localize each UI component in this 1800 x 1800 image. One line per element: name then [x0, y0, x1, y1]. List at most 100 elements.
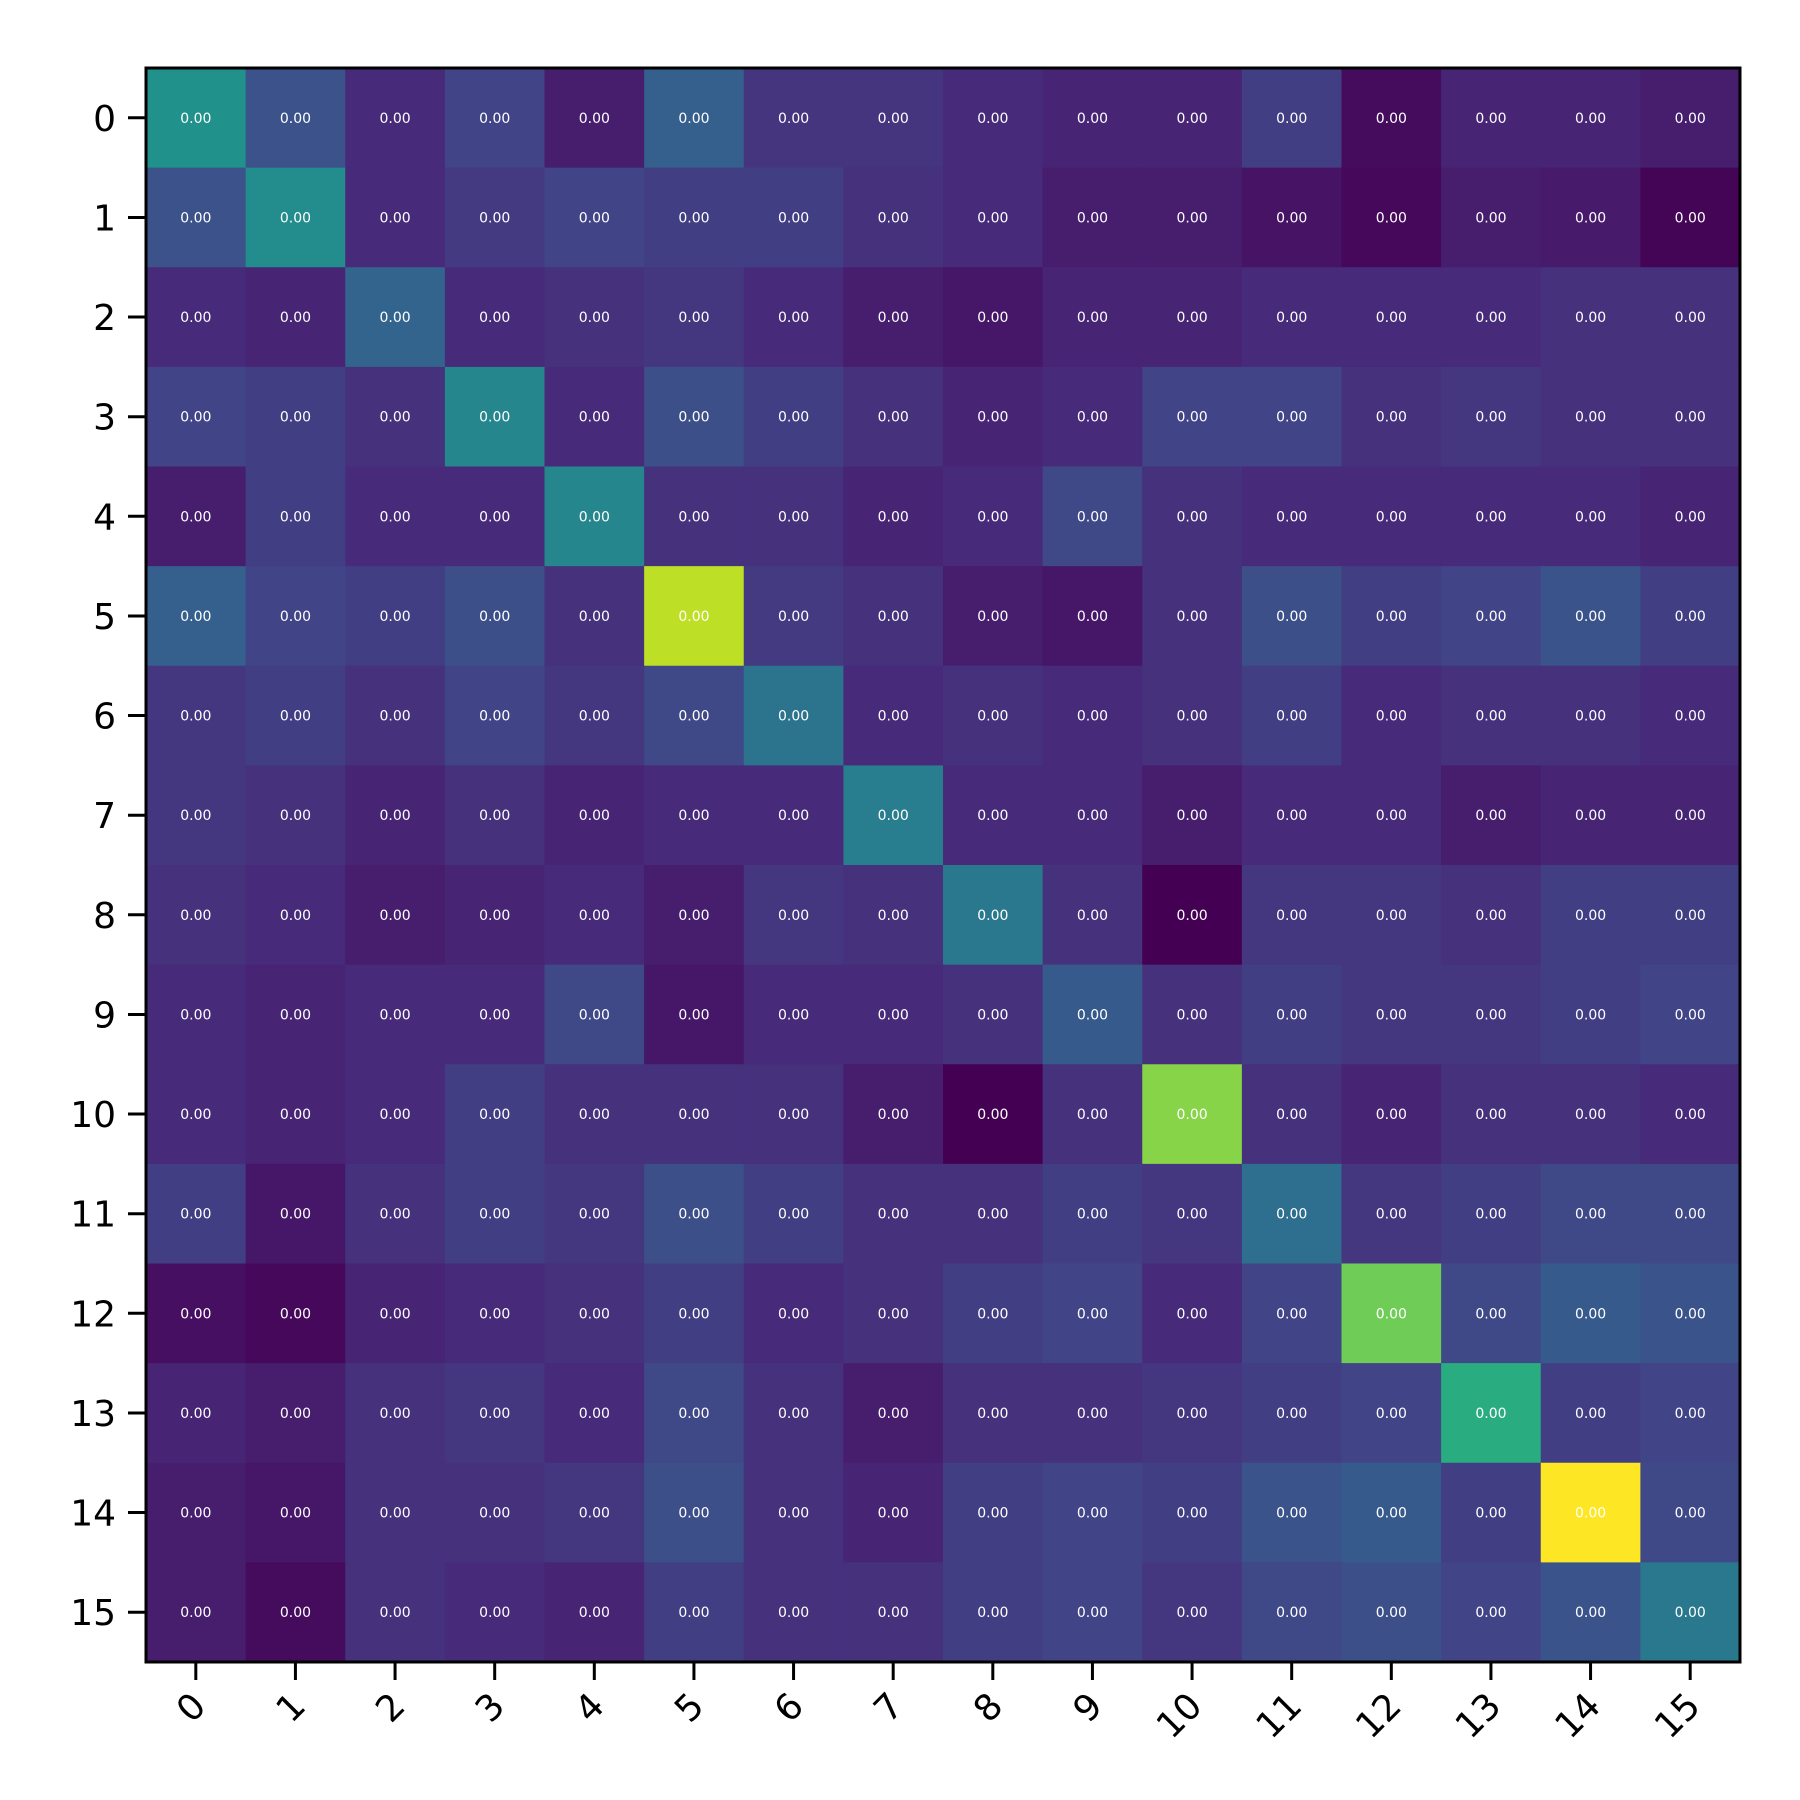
heatmap-cell-r15-c15 [1640, 1562, 1741, 1663]
cell-value-label: 0.00 [1475, 1506, 1506, 1522]
heatmap-cell-r10-c14 [1540, 1064, 1641, 1165]
cell-value-label: 0.00 [1575, 1207, 1606, 1223]
cell-value-label: 0.00 [878, 1207, 909, 1223]
cell-value-label: 0.00 [479, 509, 510, 525]
cell-value-label: 0.00 [579, 1605, 610, 1621]
cell-value-label: 0.00 [977, 1207, 1008, 1223]
cell-value-label: 0.00 [1675, 1306, 1706, 1322]
heatmap-cell-r5-c4 [544, 566, 645, 667]
heatmap-cell-r5-c13 [1441, 566, 1542, 667]
cell-value-label: 0.00 [579, 908, 610, 924]
heatmap-cell-r8-c11 [1241, 865, 1343, 966]
x-tick-label: 1 [269, 1685, 314, 1730]
cell-value-label: 0.00 [1176, 1506, 1207, 1522]
cell-value-label: 0.00 [1176, 1107, 1207, 1123]
heatmap-cell-r8-c12 [1341, 865, 1442, 966]
x-tick-label: 8 [966, 1685, 1011, 1730]
cell-value-label: 0.00 [778, 808, 809, 824]
heatmap-cell-r7-c11 [1241, 765, 1343, 866]
heatmap-cell-r12-c1 [245, 1263, 346, 1364]
heatmap-cell-r9-c5 [644, 964, 745, 1065]
cell-value-label: 0.00 [579, 1506, 610, 1522]
cell-value-label: 0.00 [678, 111, 709, 127]
heatmap-cell-r10-c6 [743, 1064, 844, 1165]
cell-value-label: 0.00 [1675, 1107, 1706, 1123]
heatmap-cell-r14-c6 [743, 1462, 844, 1563]
heatmap-cell-r10-c15 [1640, 1064, 1741, 1165]
cell-value-label: 0.00 [977, 1107, 1008, 1123]
cell-value-label: 0.00 [678, 1107, 709, 1123]
x-axis: 0 1 2 3 4 5 6 7 8 9 10 11 12 13 14 15 [169, 1662, 1709, 1747]
cell-value-label: 0.00 [479, 1406, 510, 1422]
cell-value-label: 0.00 [1376, 410, 1407, 426]
heatmap-cell-r13-c6 [743, 1363, 844, 1464]
heatmap-cell-r10-c10 [1142, 1064, 1243, 1165]
heatmap-cell-r6-c14 [1540, 665, 1641, 766]
cell-value-label: 0.00 [379, 1506, 410, 1522]
heatmap-cell-r7-c8 [943, 765, 1044, 866]
cell-value-label: 0.00 [1176, 210, 1207, 226]
cell-value-label: 0.00 [1575, 1007, 1606, 1023]
plot-frame [144, 66, 1742, 1664]
heatmap-cell-r8-c13 [1441, 865, 1542, 966]
heatmap-cell-r5-c11 [1241, 566, 1343, 667]
heatmap-cell-r3-c14 [1540, 366, 1641, 468]
heatmap-cell-r12-c11 [1241, 1263, 1343, 1364]
cell-value-label: 0.00 [1475, 1605, 1506, 1621]
heatmap-cell-r0-c13 [1441, 68, 1542, 169]
cell-value-label: 0.00 [280, 908, 311, 924]
cell-value-label: 0.00 [1176, 1605, 1207, 1621]
cell-value-label: 0.00 [778, 111, 809, 127]
cell-value-label: 0.00 [280, 609, 311, 625]
cell-value-label: 0.00 [977, 609, 1008, 625]
heatmap-cell-r9-c7 [843, 964, 944, 1065]
heatmap-cell-r7-c6 [743, 765, 844, 866]
heatmap-cell-r3-c15 [1640, 366, 1741, 468]
heatmap-cell-r0-c7 [843, 68, 944, 169]
cell-value-label: 0.00 [1176, 509, 1207, 525]
heatmap-cell-r4-c5 [644, 466, 745, 567]
cell-value-label: 0.00 [678, 1306, 709, 1322]
cell-value-label: 0.00 [579, 210, 610, 226]
heatmap-cell-r15-c11 [1241, 1562, 1343, 1663]
heatmap-cell-r0-c10 [1142, 68, 1243, 169]
cell-value-label: 0.00 [280, 709, 311, 725]
cell-value-label: 0.00 [1575, 908, 1606, 924]
cell-value-label: 0.00 [1077, 1406, 1108, 1422]
heatmap-cell-r10-c2 [345, 1064, 446, 1165]
heatmap-cell-r0-c12 [1341, 68, 1442, 169]
cell-value-label: 0.00 [1276, 609, 1307, 625]
heatmap-cell-r12-c13 [1441, 1263, 1542, 1364]
heatmap-cell-r8-c4 [544, 865, 645, 966]
cell-value-label: 0.00 [479, 1506, 510, 1522]
heatmap-cell-r10-c11 [1241, 1064, 1343, 1165]
cell-value-label: 0.00 [1077, 1207, 1108, 1223]
cell-value-label: 0.00 [1077, 310, 1108, 326]
heatmap-cell-r15-c3 [444, 1562, 546, 1663]
heatmap-cell-r7-c2 [345, 765, 446, 866]
cell-value-label: 0.00 [778, 509, 809, 525]
heatmap-cell-r3-c5 [644, 366, 745, 468]
cell-value-label: 0.00 [878, 1007, 909, 1023]
heatmap-cell-r7-c14 [1540, 765, 1641, 866]
cell-value-label: 0.00 [678, 709, 709, 725]
heatmap-cell-r9-c11 [1241, 964, 1343, 1065]
heatmap-cell-r0-c6 [743, 68, 844, 169]
cell-value-label: 0.00 [678, 1406, 709, 1422]
cell-value-label: 0.00 [280, 1506, 311, 1522]
heatmap-cell-r14-c14 [1540, 1462, 1641, 1563]
cell-value-label: 0.00 [1176, 1306, 1207, 1322]
cell-value-label: 0.00 [180, 1406, 211, 1422]
cell-value-label: 0.00 [579, 609, 610, 625]
y-tick-label: 15 [70, 1593, 116, 1634]
cell-value-label: 0.00 [778, 410, 809, 426]
heatmap-cell-r2-c15 [1640, 267, 1741, 368]
heatmap-cell-r15-c13 [1441, 1562, 1542, 1663]
cell-value-label: 0.00 [1475, 509, 1506, 525]
cell-value-label: 0.00 [280, 1306, 311, 1322]
heatmap-cell-r12-c7 [843, 1263, 944, 1364]
heatmap-cell-r11-c8 [943, 1163, 1044, 1265]
cell-value-label: 0.00 [1575, 210, 1606, 226]
heatmap-cell-r7-c7 [843, 765, 944, 866]
